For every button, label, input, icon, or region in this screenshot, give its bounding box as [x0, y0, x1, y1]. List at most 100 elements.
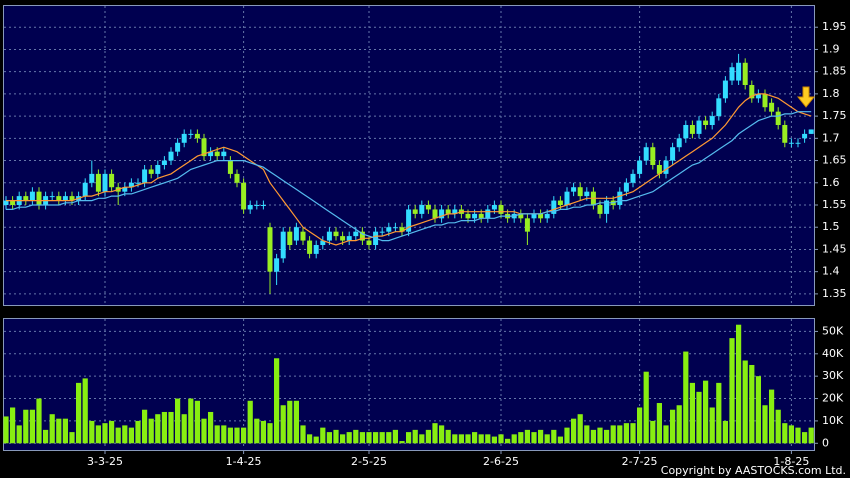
candle-body: [36, 191, 42, 205]
candle-body: [439, 209, 445, 219]
candle-body: [366, 240, 372, 245]
volume-bar: [637, 407, 643, 444]
volume-bar: [135, 420, 141, 444]
candle-body: [412, 209, 418, 214]
volume-bar: [175, 398, 181, 444]
volume-bar: [663, 425, 669, 444]
candle-body: [234, 173, 240, 183]
volume-bar: [452, 434, 458, 444]
volume-bar: [432, 423, 438, 444]
candle-body: [56, 196, 62, 201]
candle-body: [135, 182, 141, 184]
candle-body: [577, 187, 583, 197]
x-tick-label: 1-8-25: [773, 455, 809, 468]
candle-body: [201, 138, 207, 157]
y-tick-label: 1.65: [822, 154, 847, 167]
volume-bar: [557, 436, 563, 444]
candle-body: [293, 227, 299, 241]
volume-bar: [326, 432, 332, 444]
candle-body: [742, 62, 748, 85]
volume-bar: [56, 418, 62, 444]
volume-bar: [89, 420, 95, 444]
volume-bar: [386, 432, 392, 444]
y-tick-label: 1.6: [822, 176, 840, 189]
candle-body: [359, 231, 365, 241]
candle-body: [333, 231, 339, 237]
volume-bar: [76, 382, 82, 444]
y-tick-label: 30K: [822, 369, 844, 382]
candle-body: [656, 165, 662, 174]
volume-bar: [234, 427, 240, 444]
volume-bar: [439, 425, 445, 444]
candle-body: [406, 209, 412, 232]
candle-body: [175, 142, 181, 152]
volume-bar: [128, 427, 134, 444]
volume-bar: [597, 427, 603, 444]
candle-body: [287, 231, 293, 245]
volume-bar: [201, 418, 207, 444]
candle-body: [300, 231, 306, 241]
volume-bar: [29, 409, 35, 444]
volume-bar: [3, 416, 9, 444]
volume-bar: [208, 411, 214, 444]
candle-body: [10, 200, 16, 205]
volume-bar: [689, 382, 695, 444]
y-tick-label: 1.55: [822, 198, 847, 211]
volume-bar: [293, 400, 299, 444]
volume-bar: [392, 429, 398, 444]
candle-body: [630, 173, 636, 183]
volume-bar: [10, 407, 16, 444]
volume-bar: [241, 427, 247, 444]
volume-bar: [267, 423, 273, 444]
candle-body: [307, 240, 313, 254]
y-tick-label: 1.9: [822, 42, 840, 55]
candle-body: [313, 245, 319, 254]
volume-bar: [115, 427, 121, 444]
candle-body: [254, 205, 260, 206]
candle-body: [432, 209, 438, 219]
volume-bar: [373, 432, 379, 444]
volume-bar: [703, 380, 709, 444]
y-tick-label: 1.75: [822, 109, 847, 122]
candle-body: [729, 67, 735, 81]
candle-body: [689, 125, 695, 134]
candle-body: [491, 205, 497, 210]
candle-body: [89, 173, 95, 183]
volume-bar: [544, 434, 550, 444]
volume-bar: [320, 427, 326, 444]
candle-body: [29, 191, 35, 201]
candle-body: [637, 160, 643, 174]
volume-bar: [194, 400, 200, 444]
x-tick-label: 2-5-25: [351, 455, 387, 468]
volume-bar: [623, 423, 629, 444]
candle-body: [749, 85, 755, 99]
candle-body: [782, 125, 788, 143]
volume-bar: [82, 378, 88, 444]
candle-body: [788, 142, 794, 144]
volume-bar: [564, 427, 570, 444]
volume-bar: [590, 429, 596, 444]
candle-body: [260, 205, 266, 206]
volume-bar: [406, 432, 412, 444]
candle-body: [802, 133, 808, 139]
volume-bar: [472, 432, 478, 444]
volume-bar: [340, 434, 346, 444]
volume-bar: [425, 429, 431, 444]
volume-bar: [802, 432, 808, 444]
candle-body: [524, 218, 530, 232]
volume-bar: [109, 420, 115, 444]
x-tick-label: 2-7-25: [622, 455, 658, 468]
volume-bar: [630, 423, 636, 444]
y-tick-label: 1.7: [822, 131, 840, 144]
volume-bar: [610, 425, 616, 444]
candle-body: [23, 196, 29, 201]
volume-bar: [260, 420, 266, 444]
candle-body: [386, 227, 392, 232]
volume-bar: [280, 405, 286, 444]
candle-body: [155, 165, 161, 174]
candle-body: [564, 191, 570, 205]
candle-body: [214, 151, 220, 157]
moving-average-line: [6, 111, 812, 242]
volume-bar: [808, 427, 814, 444]
